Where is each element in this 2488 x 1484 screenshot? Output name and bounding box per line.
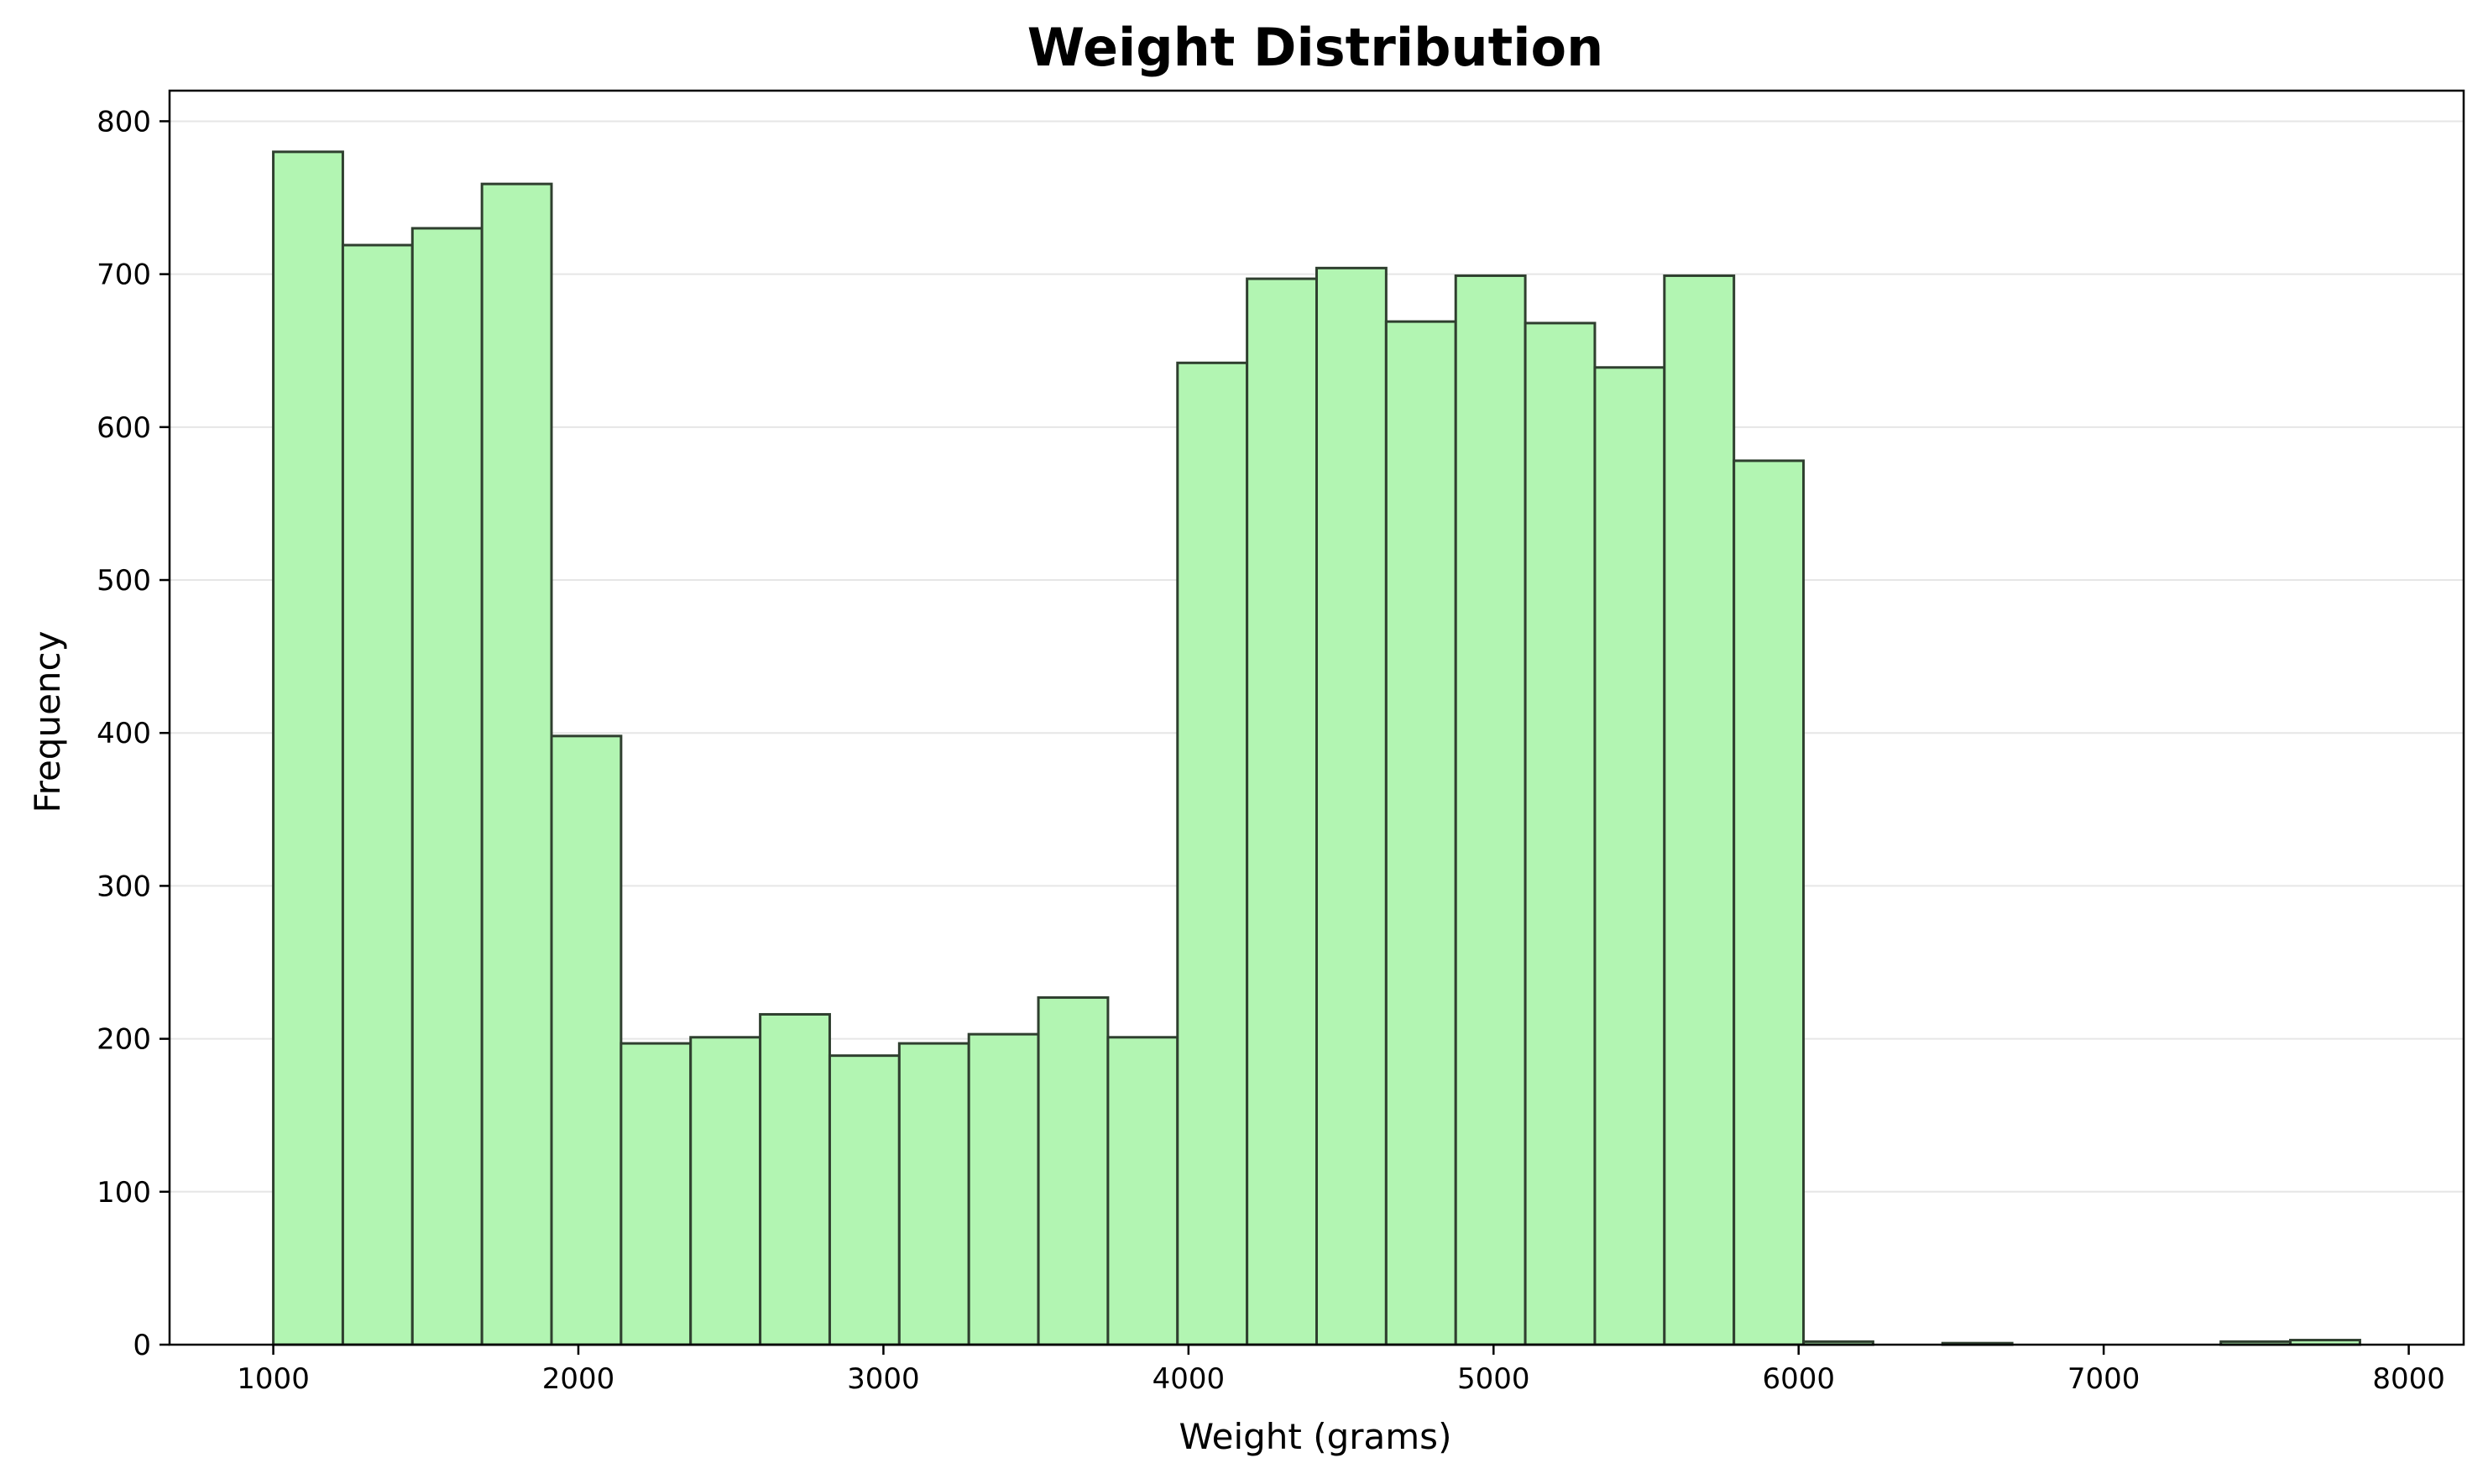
x-axis-label: Weight (grams)	[1179, 1416, 1452, 1457]
x-tick-label: 3000	[847, 1362, 920, 1396]
x-tick-label: 5000	[1457, 1362, 1530, 1396]
histogram-bar	[1733, 459, 1806, 1346]
x-tick-label: 4000	[1153, 1362, 1226, 1396]
histogram-bar	[550, 734, 623, 1346]
y-axis-ticks: 0 100 200 300 400 500 600 700 800	[97, 105, 170, 1362]
y-tick-label: 300	[97, 870, 151, 903]
histogram-bar	[341, 243, 414, 1346]
y-tick-label: 400	[97, 717, 151, 750]
x-tick-label: 7000	[2067, 1362, 2140, 1396]
x-tick-label: 2000	[542, 1362, 615, 1396]
y-tick-label: 700	[97, 259, 151, 292]
histogram-bar	[1663, 274, 1736, 1346]
histogram-bar	[1384, 320, 1457, 1346]
y-tick-label: 200	[97, 1023, 151, 1057]
y-tick-label: 0	[133, 1329, 151, 1362]
y-tick-label: 100	[97, 1176, 151, 1210]
histogram-bar	[1106, 1036, 1179, 1346]
plot-area-frame	[168, 89, 2465, 1346]
histogram-bars	[272, 150, 2361, 1346]
x-tick-label: 1000	[237, 1362, 310, 1396]
histogram-bar	[480, 182, 553, 1346]
y-axis-label: Frequency	[27, 631, 68, 813]
chart-title: Weight Distribution	[1027, 17, 1603, 78]
histogram-bar	[967, 1032, 1040, 1346]
histogram-bar	[1037, 995, 1110, 1346]
y-tick-label: 500	[97, 564, 151, 598]
histogram-bar	[1315, 266, 1388, 1346]
x-tick-label: 6000	[1762, 1362, 1835, 1396]
histogram-bar	[272, 150, 344, 1346]
histogram-bar	[1246, 277, 1319, 1346]
histogram-bar	[1524, 321, 1597, 1346]
histogram-bar	[689, 1036, 762, 1346]
x-axis-ticks: 1000 2000 3000 4000 5000 6000 7000 8000	[237, 1345, 2445, 1396]
x-tick-label: 8000	[2372, 1362, 2445, 1396]
histogram-bar	[410, 227, 483, 1346]
histogram-bar	[1454, 274, 1527, 1346]
histogram-bar	[1176, 361, 1249, 1346]
histogram-bar	[619, 1042, 693, 1346]
histogram-bar	[828, 1054, 901, 1346]
histogram-bar	[1593, 366, 1666, 1346]
y-tick-label: 600	[97, 411, 151, 445]
histogram-bar	[897, 1042, 970, 1346]
histogram-bar	[759, 1012, 831, 1346]
y-tick-label: 800	[97, 105, 151, 138]
